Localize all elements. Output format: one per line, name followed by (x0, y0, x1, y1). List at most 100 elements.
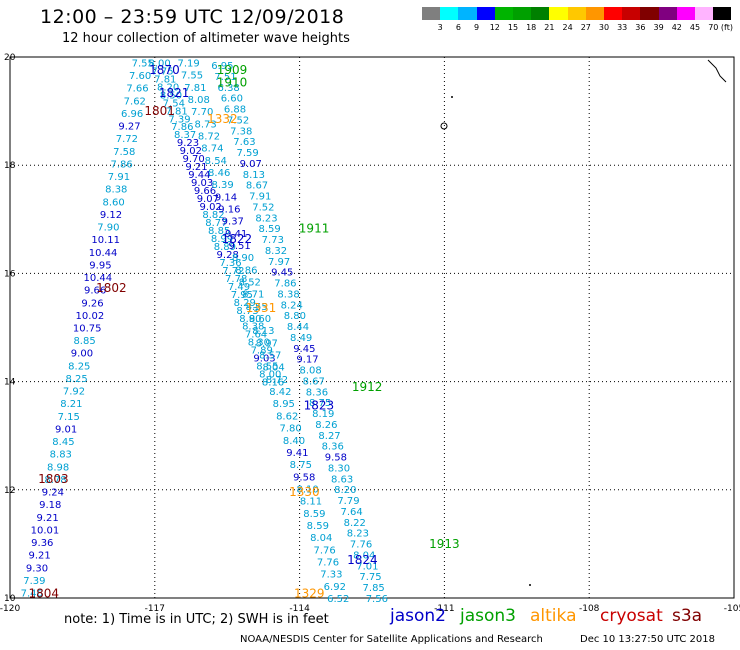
wave-height-value: 7.86 (274, 279, 296, 290)
wave-height-value: 7.86 (110, 159, 132, 170)
wave-height-value: 7.15 (58, 412, 80, 423)
color-scale-tick: 15 (507, 23, 519, 32)
wave-height-value: 7.55 (132, 58, 154, 69)
wave-height-value: 8.98 (47, 462, 69, 473)
wave-height-value: 8.80 (284, 311, 306, 322)
pass-label: 1912 (352, 380, 383, 394)
wave-height-value: 8.20 (157, 82, 179, 93)
wave-height-value: 8.39 (211, 180, 233, 191)
wave-height-value: 10.44 (89, 248, 118, 259)
wave-height-value: 9.24 (42, 488, 64, 499)
wave-height-value: 8.59 (307, 521, 329, 532)
wave-height-value: 9.01 (55, 424, 77, 435)
wave-height-value: 9.45 (271, 268, 293, 279)
wave-height-value: 7.62 (124, 96, 146, 107)
wave-height-value: 8.30 (248, 338, 270, 349)
color-swatch (640, 7, 659, 20)
wave-height-value: 7.38 (230, 126, 252, 137)
color-swatch (585, 7, 604, 20)
wave-height-value: 8.63 (331, 474, 353, 485)
pass-label: 1801 (144, 104, 175, 118)
wave-height-value: 8.29 (234, 298, 256, 309)
wave-height-value: 8.13 (252, 326, 274, 337)
wave-height-value: 7.80 (279, 424, 301, 435)
wave-height-value: 8.90 (232, 253, 254, 264)
wave-height-value: 6.92 (324, 582, 346, 593)
wave-height-value: 7.91 (108, 172, 130, 183)
wave-height-value: 8.04 (310, 533, 332, 544)
wave-height-value: 8.95 (273, 399, 295, 410)
wave-height-value: 8.83 (50, 450, 72, 461)
pass-label: 1870 (149, 63, 180, 77)
wave-height-value: 7.36 (219, 258, 241, 269)
wave-height-value: 6.88 (224, 105, 246, 116)
wave-height-value: 8.73 (194, 119, 216, 130)
y-tick-label: 12 (4, 486, 15, 496)
wave-height-value: 7.39 (168, 114, 190, 125)
wave-height-value: 8.89 (214, 242, 236, 253)
color-swatch (567, 7, 586, 20)
wave-height-value: 8.21 (60, 399, 82, 410)
color-scale-tick: 27 (580, 23, 591, 32)
color-scale-tick: 39 (653, 23, 664, 32)
wave-height-value: 9.07 (240, 159, 262, 170)
wave-height-value: 8.75 (309, 398, 331, 409)
pass-label: 1909 (217, 63, 248, 77)
wave-height-value: 7.60 (129, 71, 151, 82)
wave-height-value: 8.23 (347, 529, 369, 540)
color-swatch (676, 7, 695, 20)
wave-height-value: 8.27 (318, 431, 340, 442)
wave-height-value: 8.57 (259, 351, 281, 362)
wave-height-value: 7.90 (97, 223, 119, 234)
wave-height-value: 7.51 (214, 72, 236, 83)
wave-height-value: 7.70 (191, 107, 213, 118)
wave-height-value: 8.55 (256, 362, 278, 373)
wave-height-value: 8.55 (245, 302, 267, 313)
wave-height-value: 8.49 (290, 333, 312, 344)
wave-height-value: 9.30 (26, 563, 48, 574)
wave-height-value: 6.60 (221, 94, 243, 105)
wave-height-value: 8.38 (277, 289, 299, 300)
wave-height-value: 7.76 (350, 540, 372, 551)
wave-height-value: 8.19 (312, 409, 334, 420)
wave-height-value: 7.63 (233, 137, 255, 148)
legend-s3a: s3a (672, 606, 703, 626)
wave-height-value: 9.18 (39, 500, 61, 511)
wave-height-value: 9.36 (31, 538, 53, 549)
wave-height-value: 8.40 (283, 436, 305, 447)
coastline-fragment (707, 59, 727, 83)
wave-height-value: 7.73 (262, 235, 284, 246)
wave-height-value: 9.23 (177, 138, 199, 149)
wave-height-value: 6.96 (121, 109, 143, 120)
map-subtitle: 12 hour collection of altimeter wave hei… (62, 31, 350, 46)
y-tick-label: 18 (4, 161, 16, 171)
color-scale-tick: 21 (544, 23, 555, 32)
pass-label: 1804 (29, 587, 60, 601)
wave-height-value: 9.58 (325, 453, 347, 464)
wave-height-value: 7.81 (154, 74, 176, 85)
wave-height-value: 8.74 (201, 144, 223, 155)
wave-height-value: 8.20 (334, 485, 356, 496)
wave-height-value: 10.11 (91, 235, 120, 246)
pass-label: 1332 (207, 112, 238, 126)
x-tick-label: -111 (434, 604, 454, 614)
wave-height-value: 8.37 (174, 130, 196, 141)
wave-height-value: 8.71 (242, 290, 264, 301)
wave-height-value: 7.52 (227, 115, 249, 126)
wave-height-value: 7.49 (228, 282, 250, 293)
color-scale-tick: 70 (ft) (708, 23, 733, 32)
x-tick-label: -105 (724, 604, 740, 614)
wave-height-value: 9.41 (286, 448, 308, 459)
wave-height-value: 8.08 (299, 366, 321, 377)
pass-label: 1824 (347, 553, 378, 567)
wave-height-value: 8.13 (243, 170, 265, 181)
wave-height-value: 9.00 (71, 349, 93, 360)
wave-height-value: 8.59 (303, 509, 325, 520)
wave-height-value: 7.64 (340, 507, 362, 518)
wave-height-value: 9.37 (222, 217, 244, 228)
color-swatch (494, 7, 513, 20)
legend-cryosat: cryosat (600, 606, 663, 626)
wave-height-value: 8.99 (211, 234, 233, 245)
wave-height-value: 9.66 (84, 286, 106, 297)
